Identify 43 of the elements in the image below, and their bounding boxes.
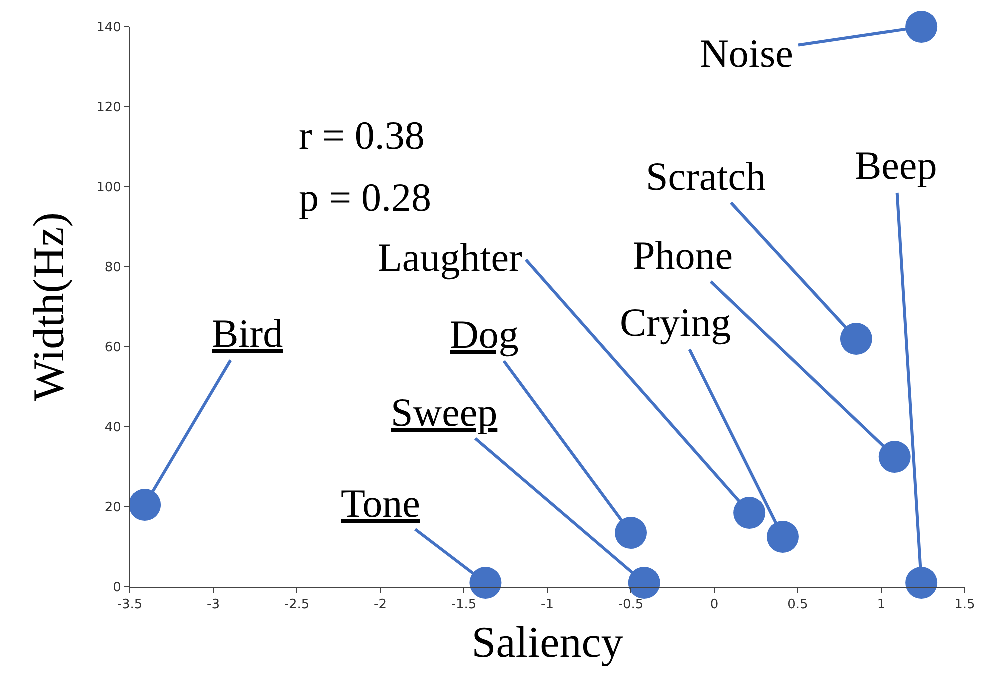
point [906,567,938,599]
point [470,567,502,599]
x-tick-label: -2 [374,598,387,613]
y-tick-label: 120 [96,100,122,116]
annotation: Dog [450,312,519,357]
y-tick-label: 60 [104,340,122,356]
point [615,517,647,549]
annotation: Crying [620,300,732,345]
annotation: Bird [212,311,284,356]
annotation: Sweep [391,390,498,435]
x-tick-label: -1.5 [451,598,477,613]
annotation: Phone [633,233,733,278]
x-tick-label: 0.5 [788,598,808,613]
y-tick-label: 0 [113,580,122,596]
point [840,323,872,355]
annotation: p = 0.28 [299,175,432,220]
point [628,567,660,599]
x-tick-label: -1 [541,598,554,613]
y-tick-label: 140 [96,20,122,36]
x-tick-label: -2.5 [284,598,310,613]
point [129,489,162,521]
annotation: Scratch [646,154,766,199]
y-tick-label: 40 [104,420,122,436]
x-tick-label: -3 [207,598,220,613]
x-tick-label: 0 [710,598,719,613]
point [878,441,911,473]
x-tick-label: 1 [877,598,886,613]
y-tick-label: 20 [104,500,122,516]
y-tick-label: 100 [96,180,122,196]
point [766,521,799,553]
point [906,11,938,43]
x-tick-label: 1.5 [954,598,976,613]
annotation: Laughter [378,235,522,280]
annotation: Beep [855,143,938,188]
annotation: Noise [700,31,794,76]
annotation: Tone [341,481,420,526]
x-axis-title: Saliency [472,618,624,667]
y-axis-title: Width(Hz) [24,212,74,402]
x-tick-label: -0.5 [618,598,644,613]
x-tick-label: -3.5 [117,598,143,613]
y-tick-label: 80 [104,260,122,276]
point [734,497,766,529]
annotation: r = 0.38 [299,113,425,158]
